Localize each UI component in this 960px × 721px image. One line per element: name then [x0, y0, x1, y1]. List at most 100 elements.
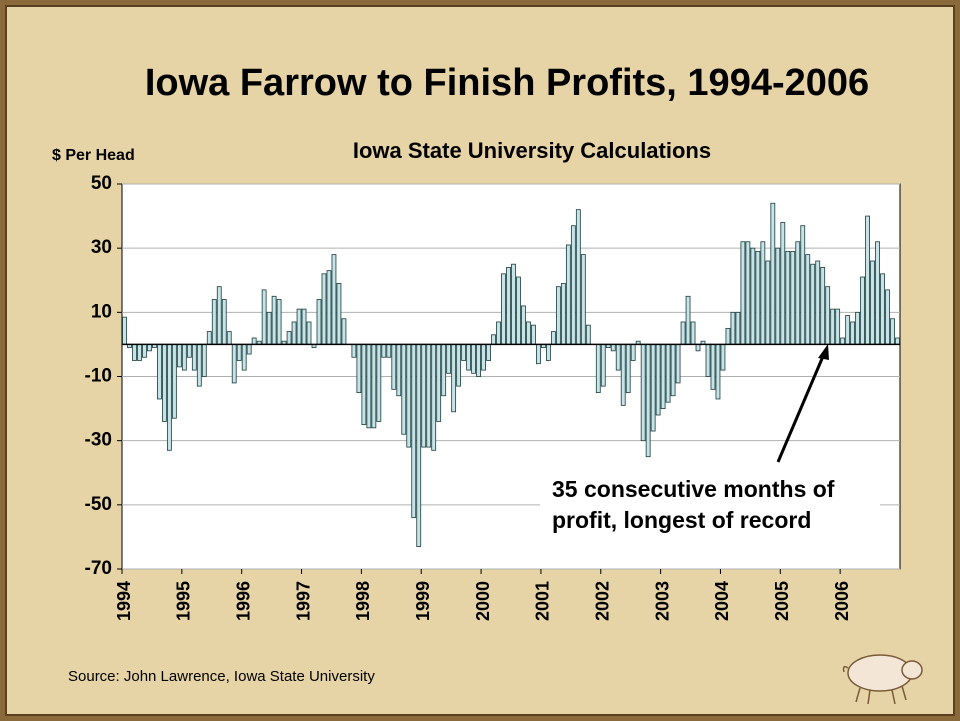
x-tick-label: 1999	[413, 581, 433, 621]
bar	[272, 296, 276, 344]
bar	[212, 300, 216, 345]
bar	[227, 332, 231, 345]
bar	[157, 344, 161, 399]
bar	[806, 255, 810, 345]
bar	[826, 287, 830, 345]
bar	[232, 344, 236, 383]
bar	[711, 344, 715, 389]
bar	[367, 344, 371, 427]
bar	[746, 242, 750, 345]
bar	[626, 344, 630, 392]
bar	[546, 344, 550, 360]
bar	[457, 344, 461, 386]
bar	[327, 271, 331, 345]
bar	[556, 287, 560, 345]
bar	[442, 344, 446, 395]
bar	[342, 319, 346, 345]
bar	[322, 274, 326, 345]
bar	[521, 306, 525, 345]
bar	[397, 344, 401, 395]
annotation: profit, longest of record	[552, 507, 811, 533]
bar	[402, 344, 406, 434]
bar	[202, 344, 206, 376]
bar	[866, 216, 870, 344]
bar	[581, 255, 585, 345]
bar	[362, 344, 366, 424]
bar	[287, 332, 291, 345]
bar	[242, 344, 246, 370]
bar	[382, 344, 386, 357]
bar	[192, 344, 196, 370]
bar	[207, 332, 211, 345]
bar	[147, 344, 151, 350]
bar	[357, 344, 361, 392]
bar	[896, 338, 900, 344]
bar	[177, 344, 181, 366]
bar	[377, 344, 381, 421]
bar	[307, 322, 311, 344]
bar	[392, 344, 396, 389]
bar	[681, 322, 685, 344]
bar	[162, 344, 166, 421]
bar	[452, 344, 456, 411]
bar	[332, 255, 336, 345]
bar	[841, 338, 845, 344]
bar	[372, 344, 376, 427]
bar	[716, 344, 720, 399]
bar	[596, 344, 600, 392]
bar	[751, 248, 755, 344]
bar	[561, 283, 565, 344]
bar	[831, 309, 835, 344]
bar	[791, 251, 795, 344]
bar	[861, 277, 865, 344]
bar	[502, 274, 506, 345]
bar	[691, 322, 695, 344]
bar	[536, 344, 540, 363]
bar	[876, 242, 880, 345]
source: Source: John Lawrence, Iowa State Univer…	[68, 668, 375, 685]
annotation: 35 consecutive months of	[552, 476, 835, 502]
bar	[731, 312, 735, 344]
bar	[437, 344, 441, 421]
bar	[851, 322, 855, 344]
bar	[292, 322, 296, 344]
x-tick-label: 2005	[772, 581, 792, 621]
bar	[412, 344, 416, 517]
bar	[821, 267, 825, 344]
x-tick-label: 1998	[353, 581, 373, 621]
bar	[736, 312, 740, 344]
bar	[422, 344, 426, 447]
x-tick-label: 2002	[593, 581, 613, 621]
bar	[811, 264, 815, 344]
bar	[387, 344, 391, 357]
bar	[886, 290, 890, 345]
x-tick-label: 2004	[712, 581, 732, 621]
chart-subtitle: Iowa State University Calculations	[353, 138, 711, 163]
y-tick-label: -50	[85, 494, 112, 515]
bar	[816, 261, 820, 344]
bar	[756, 251, 760, 344]
bar	[881, 274, 885, 345]
bar	[621, 344, 625, 405]
x-tick-label: 1997	[293, 581, 313, 621]
bar	[671, 344, 675, 395]
bar	[871, 261, 875, 344]
bar	[237, 344, 241, 360]
bar	[512, 264, 516, 344]
bar	[482, 344, 486, 370]
bar	[252, 338, 256, 344]
page: Iowa Farrow to Finish Profits, 1994-2006…	[0, 0, 960, 721]
y-tick-label: 10	[91, 301, 112, 322]
bar	[846, 316, 850, 345]
bar	[721, 344, 725, 370]
y-axis-label: $ Per Head	[52, 147, 135, 164]
bar	[586, 325, 590, 344]
bar	[856, 312, 860, 344]
bar	[516, 277, 520, 344]
y-tick-label: -30	[85, 430, 112, 451]
bar	[222, 300, 226, 345]
bar	[352, 344, 356, 357]
bar	[337, 283, 341, 344]
bar	[651, 344, 655, 431]
bar	[137, 344, 141, 360]
